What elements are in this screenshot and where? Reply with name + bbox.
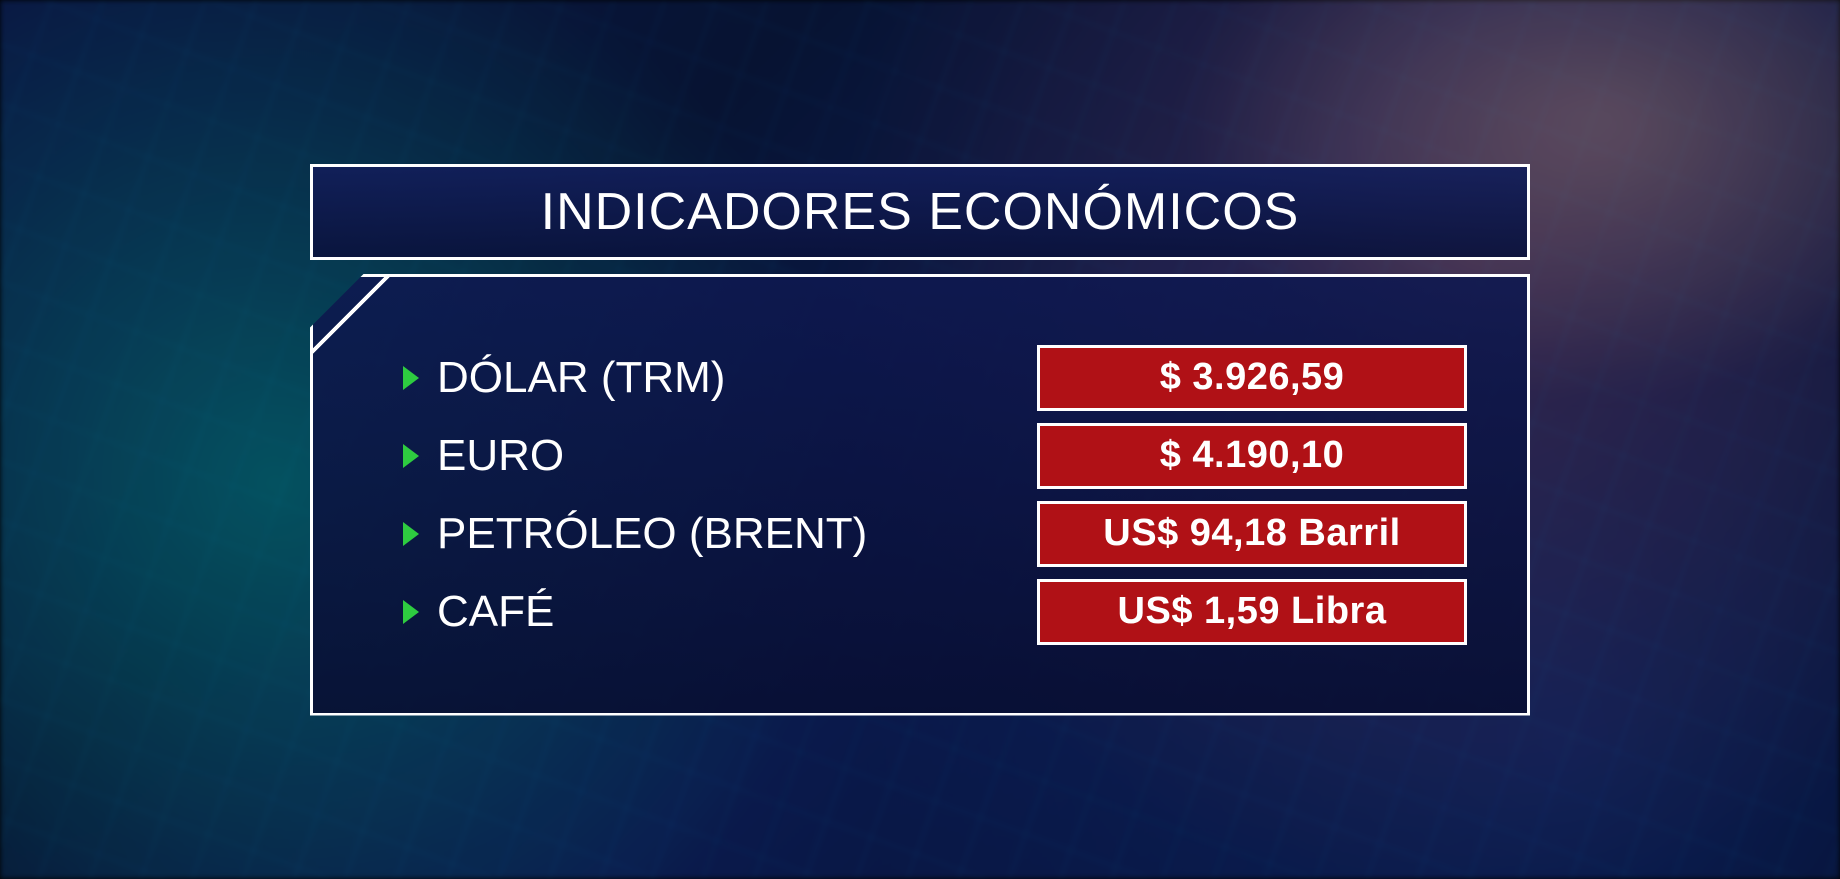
indicator-value: US$ 1,59 Libra [1037,579,1467,645]
indicator-label: PETRÓLEO (BRENT) [437,509,867,559]
indicators-card: INDICADORES ECONÓMICOS DÓLAR (TRM) $ 3.9… [310,164,1530,716]
indicators-panel: DÓLAR (TRM) $ 3.926,59 EURO $ 4.190,10 P… [310,274,1530,716]
indicator-label-wrap: CAFÉ [403,587,554,637]
indicator-row: EURO $ 4.190,10 [403,423,1467,489]
bullet-arrow-icon [403,444,419,468]
bullet-arrow-icon [403,522,419,546]
indicator-row: CAFÉ US$ 1,59 Libra [403,579,1467,645]
indicator-label: CAFÉ [437,587,554,637]
indicator-value: US$ 94,18 Barril [1037,501,1467,567]
bullet-arrow-icon [403,600,419,624]
indicator-label-wrap: PETRÓLEO (BRENT) [403,509,867,559]
indicator-label-wrap: DÓLAR (TRM) [403,353,725,403]
indicator-value: $ 3.926,59 [1037,345,1467,411]
indicator-label: EURO [437,431,564,481]
title-bar: INDICADORES ECONÓMICOS [310,164,1530,260]
indicator-row: DÓLAR (TRM) $ 3.926,59 [403,345,1467,411]
bullet-arrow-icon [403,366,419,390]
title-text: INDICADORES ECONÓMICOS [541,182,1300,242]
indicator-label-wrap: EURO [403,431,564,481]
indicator-row: PETRÓLEO (BRENT) US$ 94,18 Barril [403,501,1467,567]
indicator-value: $ 4.190,10 [1037,423,1467,489]
stage: INDICADORES ECONÓMICOS DÓLAR (TRM) $ 3.9… [0,0,1840,879]
indicator-label: DÓLAR (TRM) [437,353,725,403]
